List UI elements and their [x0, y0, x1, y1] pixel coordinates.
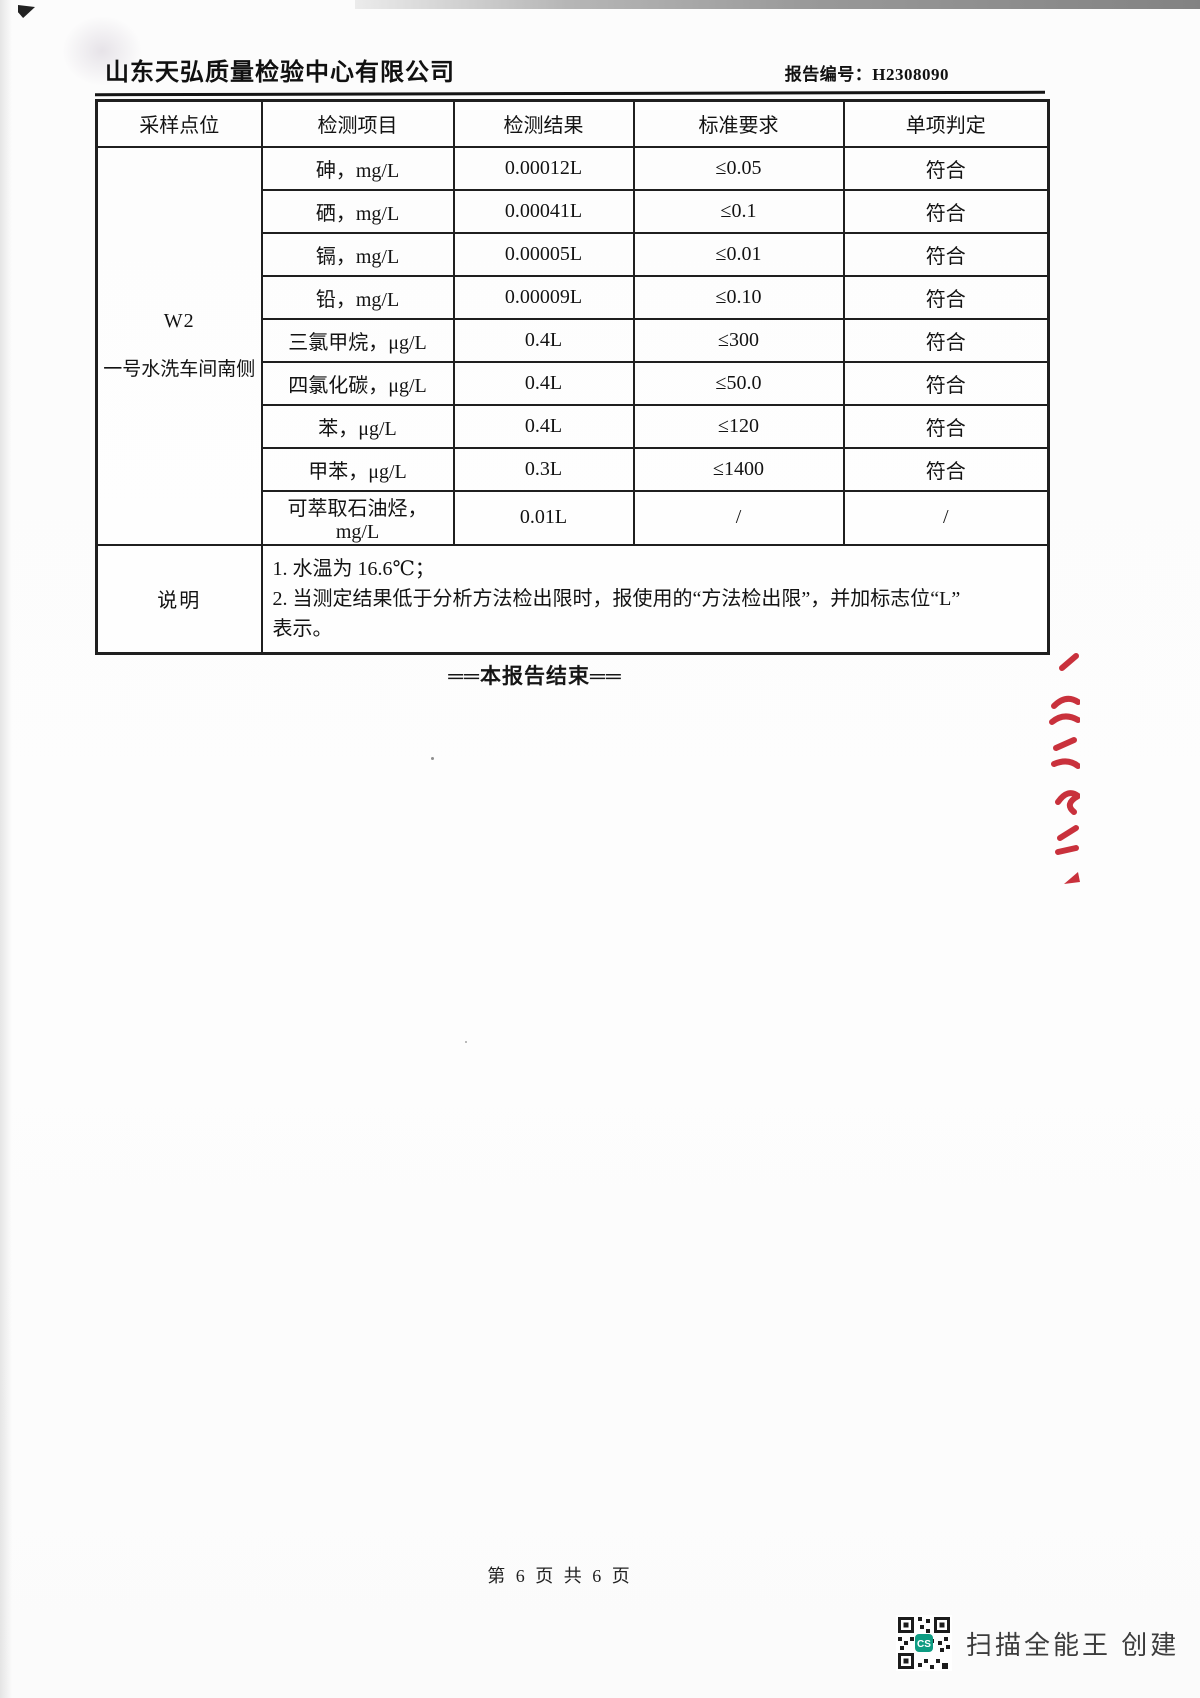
notes-label: 说明 — [95, 543, 263, 654]
cell-item: 甲苯，μg/L — [260, 446, 455, 492]
table-row: 可萃取石油烃，mg/L 0.01L / / — [97, 489, 1050, 546]
cell-judgment: 符合 — [842, 403, 1050, 449]
table-row: W2 一号水洗车间南侧 砷，mg/L 0.00012L ≤0.05 符合 — [95, 145, 1050, 546]
cell-item: 三氯甲烷，μg/L — [260, 317, 455, 363]
cell-judgment: / — [842, 489, 1050, 546]
cell-judgment: 符合 — [842, 188, 1050, 234]
table-row: 硒，mg/L 0.00041L ≤0.1 符合 — [97, 188, 1050, 234]
cell-item: 硒，mg/L — [260, 188, 455, 234]
sampling-point-name: 一号水洗车间南侧 — [103, 359, 256, 381]
cell-result: 0.4L — [452, 317, 635, 363]
cell-item: 可萃取石油烃，mg/L — [260, 489, 455, 546]
cell-result: 0.01L — [452, 489, 635, 546]
document-header: 山东天弘质量检验中心有限公司 报告编号：H2308090 — [95, 52, 1047, 86]
scanner-credit: CS 扫描全能王 创建 — [896, 1612, 1196, 1674]
company-name: 山东天弘质量检验中心有限公司 — [105, 59, 455, 86]
col-header-judgment: 单项判定 — [842, 99, 1050, 148]
cell-standard: ≤120 — [632, 403, 845, 449]
notes-row: 说明 1. 水温为 16.6℃； 2. 当测定结果低于分析方法检出限时，报使用的… — [95, 543, 1050, 654]
table-row: 铅，mg/L 0.00009L ≤0.10 符合 — [97, 274, 1050, 320]
table-row: 镉，mg/L 0.00005L ≤0.01 符合 — [97, 231, 1050, 277]
header-divider — [94, 90, 1046, 97]
cell-item: 砷，mg/L — [260, 145, 455, 191]
cell-judgment: 符合 — [842, 317, 1050, 363]
note-line: 表示。 — [272, 617, 333, 640]
cell-standard: ≤300 — [632, 317, 845, 363]
col-header-sampling-point: 采样点位 — [95, 99, 263, 148]
cell-standard: ≤0.05 — [632, 145, 845, 191]
notes-cell: 1. 水温为 16.6℃； 2. 当测定结果低于分析方法检出限时，报使用的“方法… — [260, 543, 1050, 654]
report-number-value: H2308090 — [872, 65, 949, 84]
scan-artifact-smudge — [62, 16, 142, 86]
sampling-point-cell: W2 一号水洗车间南侧 — [95, 145, 263, 546]
end-of-report-text: ══本报告结束══ — [448, 664, 622, 688]
cell-item: 四氯化碳，μg/L — [260, 360, 455, 406]
table-row: 三氯甲烷，μg/L 0.4L ≤300 符合 — [97, 317, 1050, 363]
cell-judgment: 符合 — [842, 446, 1050, 492]
sampling-point-code: W2 — [163, 310, 195, 333]
scan-artifact-corner-mark — [18, 5, 35, 18]
cell-standard: / — [632, 489, 845, 546]
scan-artifact-dot — [465, 1041, 467, 1043]
cell-item: 铅，mg/L — [260, 274, 455, 320]
scan-artifact-top-band — [355, 0, 1200, 9]
col-header-test-item: 检测项目 — [260, 99, 455, 148]
results-table: 采样点位 检测项目 检测结果 标准要求 单项判定 W2 一号水洗车间南侧 砷，m… — [95, 99, 1050, 655]
col-header-standard: 标准要求 — [632, 99, 845, 148]
cell-item: 镉，mg/L — [260, 231, 455, 277]
cell-judgment: 符合 — [842, 231, 1050, 277]
cell-judgment: 符合 — [842, 360, 1050, 406]
scan-artifact-dot — [431, 757, 434, 760]
cell-judgment: 符合 — [842, 145, 1050, 191]
cell-standard: ≤0.01 — [632, 231, 845, 277]
table-row: 四氯化碳，μg/L 0.4L ≤50.0 符合 — [97, 360, 1050, 406]
red-stamp-fragment — [1049, 653, 1080, 884]
cell-standard: ≤0.10 — [632, 274, 845, 320]
scan-artifact-left-edge — [0, 0, 12, 1698]
cell-result: 0.4L — [452, 360, 635, 406]
cell-result: 0.00009L — [452, 274, 635, 320]
table-row: 苯，μg/L 0.4L ≤120 符合 — [97, 403, 1050, 449]
scanner-credit-text: 扫描全能王 创建 — [966, 1629, 1180, 1660]
page-indicator: 第 6 页 共 6 页 — [487, 1566, 633, 1586]
cell-result: 0.00041L — [452, 188, 635, 234]
cell-standard: ≤0.1 — [632, 188, 845, 234]
table-header-row: 采样点位 检测项目 检测结果 标准要求 单项判定 — [95, 99, 1050, 148]
cell-result: 0.00005L — [452, 231, 635, 277]
cell-item: 苯，μg/L — [260, 403, 455, 449]
note-line: 1. 水温为 16.6℃； — [272, 557, 435, 580]
cell-result: 0.00012L — [452, 145, 635, 191]
note-line: 2. 当测定结果低于分析方法检出限时，报使用的“方法检出限”，并加标志位“L” — [272, 587, 961, 610]
cell-standard: ≤1400 — [632, 446, 845, 492]
table-row: 甲苯，μg/L 0.3L ≤1400 符合 — [97, 446, 1050, 492]
qr-code-icon: CS — [896, 1615, 952, 1671]
cell-standard: ≤50.0 — [632, 360, 845, 406]
svg-text:CS: CS — [917, 1639, 931, 1650]
cell-result: 0.3L — [452, 446, 635, 492]
cell-result: 0.4L — [452, 403, 635, 449]
cell-judgment: 符合 — [842, 274, 1050, 320]
report-number-label: 报告编号： — [784, 65, 873, 84]
col-header-result: 检测结果 — [452, 99, 635, 148]
report-number: 报告编号：H2308090 — [785, 60, 949, 85]
